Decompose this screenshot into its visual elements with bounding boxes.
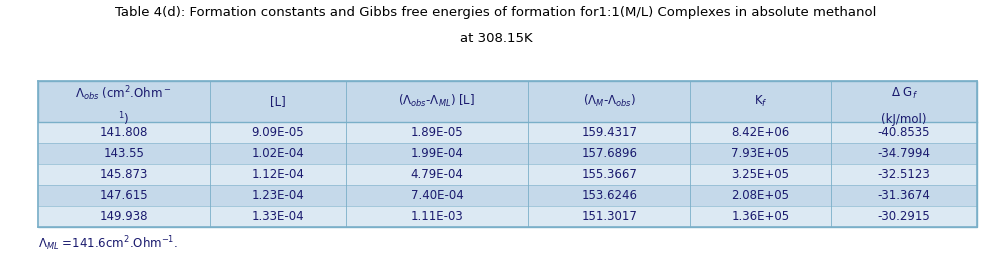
Text: 1.89E-05: 1.89E-05 xyxy=(411,126,463,139)
Text: 1.02E-04: 1.02E-04 xyxy=(251,147,305,160)
Text: at 308.15K: at 308.15K xyxy=(459,32,533,45)
Text: 8.42E+06: 8.42E+06 xyxy=(731,126,790,139)
Text: 7.40E-04: 7.40E-04 xyxy=(411,189,463,202)
Text: 147.615: 147.615 xyxy=(99,189,148,202)
Text: -30.2915: -30.2915 xyxy=(878,210,930,223)
Text: 1.12E-04: 1.12E-04 xyxy=(251,168,305,181)
Text: 1.11E-03: 1.11E-03 xyxy=(411,210,463,223)
Text: 157.6896: 157.6896 xyxy=(581,147,637,160)
Text: 151.3017: 151.3017 xyxy=(581,210,637,223)
Text: 1.99E-04: 1.99E-04 xyxy=(411,147,463,160)
Text: 153.6246: 153.6246 xyxy=(581,189,637,202)
Text: 7.93E+05: 7.93E+05 xyxy=(731,147,790,160)
Text: 141.808: 141.808 xyxy=(99,126,148,139)
Text: 159.4317: 159.4317 xyxy=(581,126,637,139)
Text: K$_f$: K$_f$ xyxy=(754,94,768,109)
Text: -34.7994: -34.7994 xyxy=(878,147,930,160)
Text: $^1$): $^1$) xyxy=(118,111,130,128)
Text: (kJ/mol): (kJ/mol) xyxy=(881,113,927,126)
Text: -40.8535: -40.8535 xyxy=(878,126,930,139)
Text: 3.25E+05: 3.25E+05 xyxy=(731,168,790,181)
Text: 1.23E-04: 1.23E-04 xyxy=(251,189,305,202)
Text: $\Lambda_{obs}$ (cm$^2$.Ohm$^-$: $\Lambda_{obs}$ (cm$^2$.Ohm$^-$ xyxy=(75,84,173,103)
Text: 155.3667: 155.3667 xyxy=(581,168,637,181)
Text: -32.5123: -32.5123 xyxy=(878,168,930,181)
Text: $\Delta$ G$_f$: $\Delta$ G$_f$ xyxy=(891,86,918,101)
Text: Table 4(d): Formation constants and Gibbs free energies of formation for1:1(M/L): Table 4(d): Formation constants and Gibb… xyxy=(115,6,877,19)
Text: 1.33E-04: 1.33E-04 xyxy=(251,210,305,223)
Text: 2.08E+05: 2.08E+05 xyxy=(731,189,790,202)
Text: 1.36E+05: 1.36E+05 xyxy=(731,210,790,223)
Text: 145.873: 145.873 xyxy=(99,168,148,181)
Text: 143.55: 143.55 xyxy=(103,147,144,160)
Text: 4.79E-04: 4.79E-04 xyxy=(411,168,463,181)
Text: 9.09E-05: 9.09E-05 xyxy=(251,126,305,139)
Text: -31.3674: -31.3674 xyxy=(878,189,930,202)
Text: 149.938: 149.938 xyxy=(99,210,148,223)
Text: $(\Lambda_{M}\text{-}\Lambda_{obs})$: $(\Lambda_{M}\text{-}\Lambda_{obs})$ xyxy=(582,93,636,110)
Text: $(\Lambda_{obs}\text{-}\Lambda_{ML})$ [L]: $(\Lambda_{obs}\text{-}\Lambda_{ML})$ [L… xyxy=(399,93,475,110)
Text: [L]: [L] xyxy=(270,95,286,108)
Text: $\Lambda_{ML}$ =141.6cm$^2$.Ohm$^{-1}$.: $\Lambda_{ML}$ =141.6cm$^2$.Ohm$^{-1}$. xyxy=(38,234,178,253)
